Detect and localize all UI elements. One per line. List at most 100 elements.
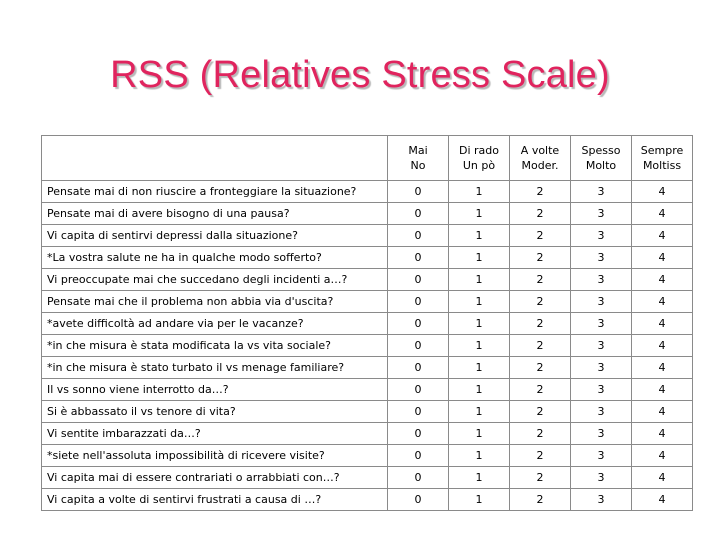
table-row: *siete nell'assoluta impossibilità di ri… (41, 444, 693, 467)
score-cell: 0 (387, 466, 449, 489)
score-cell: 3 (570, 312, 632, 335)
question-cell: Vi preoccupate mai che succedano degli i… (41, 268, 388, 291)
score-cell: 4 (631, 224, 693, 247)
score-cell: 4 (631, 202, 693, 225)
table-row: *La vostra salute ne ha in qualche modo … (41, 246, 693, 269)
table-row: Vi capita mai di essere contrariati o ar… (41, 466, 693, 489)
column-header-a-volte: A volte Moder. (509, 135, 571, 181)
score-cell: 0 (387, 422, 449, 445)
page-title: RSS (Relatives Stress Scale) (110, 54, 610, 96)
question-cell: *avete difficoltà ad andare via per le v… (41, 312, 388, 335)
question-cell: Pensate mai di non riuscire a fronteggia… (41, 180, 388, 203)
score-cell: 0 (387, 378, 449, 401)
score-cell: 2 (509, 334, 571, 357)
score-cell: 4 (631, 466, 693, 489)
score-cell: 1 (448, 180, 510, 203)
score-cell: 1 (448, 356, 510, 379)
column-header-spesso: Spesso Molto (570, 135, 632, 181)
score-cell: 4 (631, 378, 693, 401)
score-cell: 2 (509, 268, 571, 291)
score-cell: 0 (387, 444, 449, 467)
table-row: Pensate mai che il problema non abbia vi… (41, 290, 693, 313)
column-header-mai: Mai No (387, 135, 449, 181)
score-cell: 4 (631, 180, 693, 203)
score-cell: 2 (509, 488, 571, 511)
stress-scale-table: Mai No Di rado Un pò A volte Moder. Spesso M… (41, 135, 693, 511)
table-row: Si è abbassato il vs tenore di vita? 0 1 2 3… (41, 400, 693, 423)
score-cell: 3 (570, 356, 632, 379)
score-cell: 3 (570, 224, 632, 247)
score-cell: 1 (448, 444, 510, 467)
score-cell: 2 (509, 290, 571, 313)
score-cell: 2 (509, 180, 571, 203)
score-cell: 2 (509, 356, 571, 379)
score-cell: 2 (509, 400, 571, 423)
score-cell: 3 (570, 290, 632, 313)
question-cell: *in che misura è stato turbato il vs men… (41, 356, 388, 379)
score-cell: 3 (570, 488, 632, 511)
score-cell: 3 (570, 378, 632, 401)
question-cell: Vi capita a volte di sentirvi frustrati … (41, 488, 388, 511)
question-cell: *La vostra salute ne ha in qualche modo … (41, 246, 388, 269)
question-cell: Pensate mai che il problema non abbia vi… (41, 290, 388, 313)
table-row: *in che misura è stato turbato il vs men… (41, 356, 693, 379)
score-cell: 4 (631, 268, 693, 291)
score-cell: 0 (387, 356, 449, 379)
header-row: Mai No Di rado Un pò A volte Moder. Spesso M… (41, 135, 693, 181)
score-cell: 3 (570, 180, 632, 203)
score-cell: 2 (509, 202, 571, 225)
score-cell: 0 (387, 488, 449, 511)
score-cell: 0 (387, 400, 449, 423)
column-header-di-rado: Di rado Un pò (448, 135, 510, 181)
question-cell: Si è abbassato il vs tenore di vita? (41, 400, 388, 423)
score-cell: 0 (387, 334, 449, 357)
score-cell: 3 (570, 268, 632, 291)
score-cell: 1 (448, 378, 510, 401)
table-row: Vi capita a volte di sentirvi frustrati … (41, 488, 693, 511)
score-cell: 0 (387, 290, 449, 313)
table-row: Il vs sonno viene interrotto da…? 0 1 2 3 4 (41, 378, 693, 401)
score-cell: 1 (448, 246, 510, 269)
score-cell: 4 (631, 312, 693, 335)
score-cell: 1 (448, 290, 510, 313)
score-cell: 2 (509, 312, 571, 335)
score-cell: 4 (631, 400, 693, 423)
score-cell: 4 (631, 246, 693, 269)
score-cell: 0 (387, 312, 449, 335)
question-header (41, 135, 388, 181)
score-cell: 4 (631, 422, 693, 445)
score-cell: 4 (631, 444, 693, 467)
score-cell: 2 (509, 444, 571, 467)
table-row: Pensate mai di avere bisogno di una paus… (41, 202, 693, 225)
score-cell: 0 (387, 246, 449, 269)
question-cell: Vi capita di sentirvi depressi dalla sit… (41, 224, 388, 247)
score-cell: 3 (570, 334, 632, 357)
score-cell: 1 (448, 488, 510, 511)
score-cell: 4 (631, 334, 693, 357)
question-cell: Vi sentite imbarazzati da…? (41, 422, 388, 445)
score-cell: 1 (448, 268, 510, 291)
score-cell: 3 (570, 444, 632, 467)
score-cell: 0 (387, 180, 449, 203)
score-cell: 1 (448, 466, 510, 489)
score-cell: 2 (509, 224, 571, 247)
column-header-sempre: Sempre Moltiss (631, 135, 693, 181)
question-cell: *siete nell'assoluta impossibilità di ri… (41, 444, 388, 467)
table-row: *avete difficoltà ad andare via per le v… (41, 312, 693, 335)
table-row: Vi preoccupate mai che succedano degli i… (41, 268, 693, 291)
score-cell: 0 (387, 224, 449, 247)
score-cell: 2 (509, 378, 571, 401)
score-cell: 1 (448, 334, 510, 357)
score-cell: 4 (631, 290, 693, 313)
score-cell: 1 (448, 224, 510, 247)
table-row: Vi sentite imbarazzati da…? 0 1 2 3 4 (41, 422, 693, 445)
score-cell: 3 (570, 466, 632, 489)
score-cell: 0 (387, 268, 449, 291)
score-cell: 1 (448, 202, 510, 225)
table-row: Vi capita di sentirvi depressi dalla sit… (41, 224, 693, 247)
score-cell: 1 (448, 312, 510, 335)
question-cell: *in che misura è stata modificata la vs … (41, 334, 388, 357)
score-cell: 0 (387, 202, 449, 225)
score-cell: 2 (509, 422, 571, 445)
score-cell: 3 (570, 400, 632, 423)
